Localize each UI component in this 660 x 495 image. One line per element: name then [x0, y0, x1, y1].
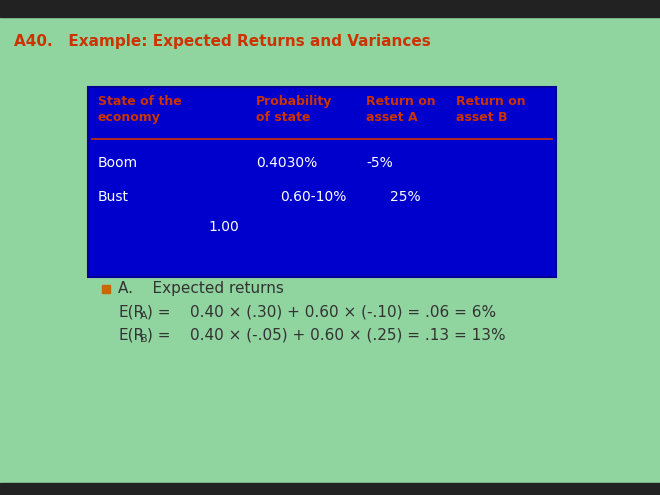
Text: A.    Expected returns: A. Expected returns: [118, 281, 284, 296]
Text: ) =    0.40 × (.30) + 0.60 × (-.10) = .06 = 6%: ) = 0.40 × (.30) + 0.60 × (-.10) = .06 =…: [147, 304, 496, 319]
Text: 0.60-10%: 0.60-10%: [280, 190, 346, 204]
Bar: [102, 285, 110, 293]
Text: E(R: E(R: [118, 328, 144, 343]
Text: Probability
of state: Probability of state: [256, 95, 333, 124]
Text: ) =    0.40 × (-.05) + 0.60 × (.25) = .13 = 13%: ) = 0.40 × (-.05) + 0.60 × (.25) = .13 =…: [147, 328, 506, 343]
Bar: [0, 483, 660, 495]
Text: 25%: 25%: [390, 190, 420, 204]
Text: E(R: E(R: [118, 304, 144, 319]
Text: Return on
asset A: Return on asset A: [366, 95, 436, 124]
Text: -5%: -5%: [366, 156, 393, 170]
Text: Return on
asset B: Return on asset B: [456, 95, 525, 124]
Text: B: B: [140, 334, 148, 344]
Bar: [0, 0, 660, 17]
Text: A40.   Example: Expected Returns and Variances: A40. Example: Expected Returns and Varia…: [14, 34, 431, 49]
Text: Bust: Bust: [98, 190, 129, 204]
FancyBboxPatch shape: [88, 87, 556, 277]
Text: State of the
economy: State of the economy: [98, 95, 182, 124]
Text: 0.4030%: 0.4030%: [256, 156, 317, 170]
Text: 1.00: 1.00: [208, 220, 239, 234]
Text: Boom: Boom: [98, 156, 138, 170]
Text: A: A: [140, 311, 148, 321]
